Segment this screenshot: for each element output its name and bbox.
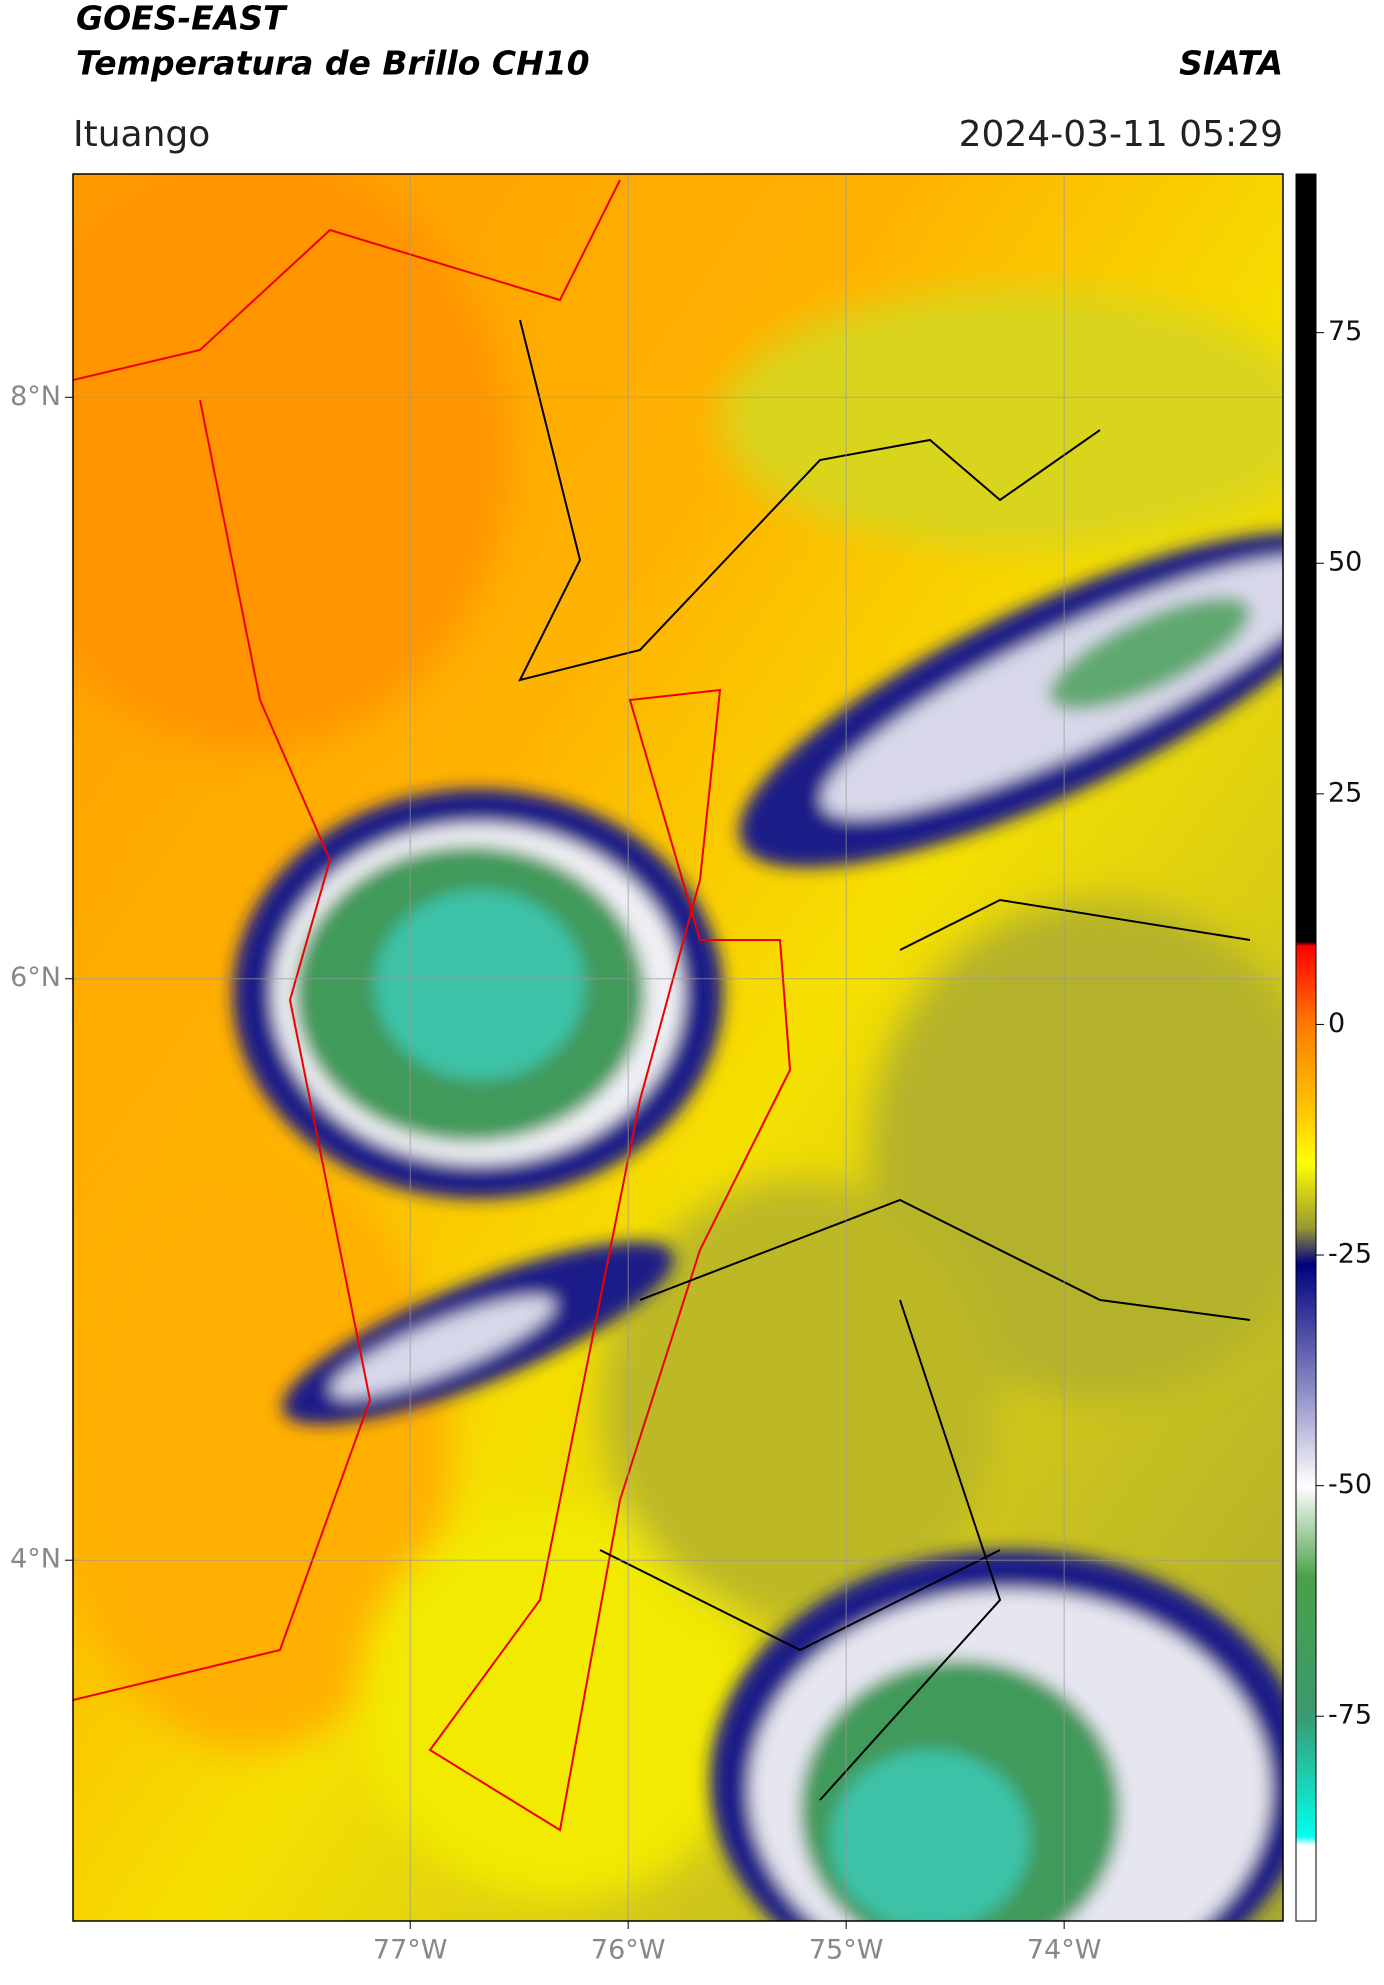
map-frame (72, 173, 1284, 1922)
subtitle: Temperatura de Brillo CH10 (76, 44, 590, 83)
x-tick-label: 74°W (1027, 1935, 1102, 1966)
colorbar-tick-label: -75 (1328, 1700, 1372, 1731)
x-tick-label: 75°W (809, 1935, 884, 1966)
colorbar-tick-label: 25 (1328, 777, 1362, 808)
title: GOES-EAST (76, 0, 288, 38)
location: Ituango (73, 114, 210, 155)
colorbar-tick-label: -50 (1328, 1469, 1372, 1500)
map-image (73, 174, 1283, 1921)
colorbar (1295, 173, 1317, 1922)
x-tick-label: 77°W (373, 1935, 448, 1966)
colorbar-tick-label: -25 (1328, 1239, 1372, 1270)
colorbar-tick-label: 0 (1328, 1008, 1345, 1039)
y-tick-label: 8°N (10, 381, 61, 412)
y-tick-label: 4°N (10, 1544, 61, 1575)
colorbar-tick-label: 50 (1328, 547, 1362, 578)
x-tick-label: 76°W (591, 1935, 666, 1966)
colorbar-tick-label: 75 (1328, 316, 1362, 347)
source: SIATA (1179, 44, 1283, 83)
y-tick-label: 6°N (10, 962, 61, 993)
datetime: 2024-03-11 05:29 (959, 114, 1283, 155)
